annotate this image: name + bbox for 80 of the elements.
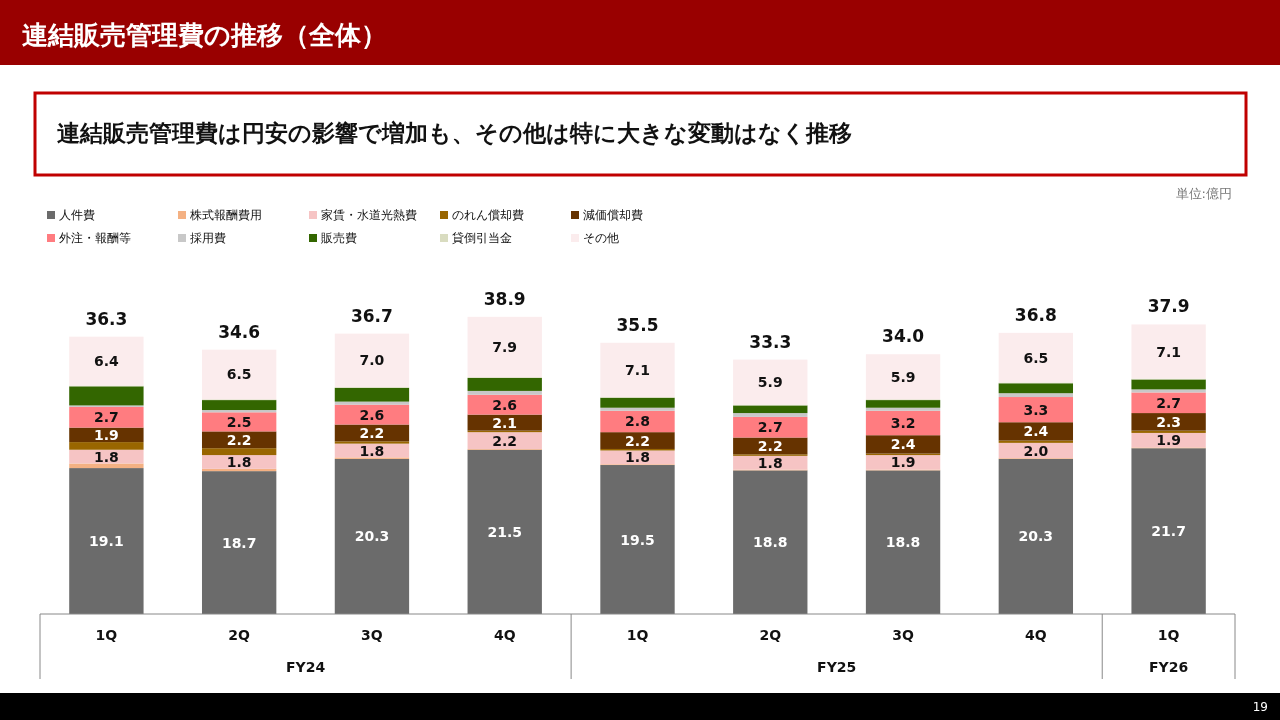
data-label: 6.5 — [226, 366, 252, 383]
x-tick-label: 1Q — [626, 627, 649, 643]
text: 単位:億円 — [1175, 186, 1232, 201]
data-label: 1.8 — [226, 453, 252, 470]
data-label: 7.1 — [1156, 343, 1182, 360]
data-label: 2.1 — [492, 414, 518, 431]
legend-label: 減価償却費 — [583, 208, 643, 222]
total-label: 33.3 — [749, 331, 792, 352]
data-label: 2.2 — [226, 431, 252, 448]
data-label: 3.2 — [890, 415, 916, 431]
x-tick-label: 4Q — [493, 627, 516, 643]
chart-subtitle: 連結販売管理費は円安の影響で増加も、その他は特に大きな変動はなく推移 — [57, 120, 852, 146]
data-label: 2.8 — [625, 413, 650, 430]
x-tick-label: 2Q — [759, 627, 782, 643]
data-label: 18.8 — [885, 534, 921, 551]
text: FY25 — [817, 659, 857, 675]
data-label: 2.7 — [1156, 394, 1182, 411]
legend-label: 販売費 — [321, 231, 357, 245]
x-tick-label: 2Q — [228, 627, 251, 643]
data-label: 19.5 — [620, 531, 655, 548]
data-label: 21.7 — [1151, 523, 1186, 540]
data-label: 19.1 — [89, 533, 124, 550]
x-tick-label: 3Q — [892, 627, 914, 643]
data-label: 2.4 — [1023, 423, 1049, 440]
legend-label: その他 — [583, 231, 619, 245]
data-label: 7.0 — [359, 352, 385, 369]
data-label: 6.5 — [1023, 349, 1049, 366]
data-label: 2.4 — [890, 436, 916, 453]
legend-label: のれん償却費 — [452, 208, 524, 222]
legend-label: 株式報酬費用 — [189, 208, 262, 222]
total-label: 36.7 — [350, 305, 393, 326]
legend-label: 外注・報酬等 — [59, 231, 131, 245]
x-tick-label: 1Q — [1157, 627, 1180, 643]
legend-label: 家賃・水道光熱費 — [321, 208, 417, 222]
data-label: 1.8 — [93, 448, 119, 465]
x-tick-label: 3Q — [361, 627, 383, 643]
data-label: 2.0 — [1023, 442, 1049, 459]
data-label: 2.7 — [93, 409, 119, 426]
data-label: 5.9 — [890, 368, 916, 385]
data-label: 1.8 — [359, 442, 385, 459]
data-label: 1.9 — [1156, 432, 1182, 449]
data-label: 20.3 — [1018, 528, 1054, 545]
total-label: 35.5 — [616, 314, 659, 335]
total-label: 38.9 — [483, 288, 526, 309]
data-label: 20.3 — [354, 528, 390, 545]
total-label: 36.3 — [85, 308, 128, 329]
data-label: 2.5 — [226, 413, 252, 430]
x-tick-label: 4Q — [1025, 627, 1047, 643]
legend-label: 採用費 — [190, 231, 226, 245]
text: FY26 — [1149, 659, 1189, 675]
chart-title: 連結販売管理費の推移（全体） — [22, 20, 387, 50]
data-label: 18.8 — [753, 534, 788, 551]
data-label: 7.1 — [625, 361, 650, 378]
data-label: 18.7 — [221, 534, 257, 551]
x-tick-label: 1Q — [95, 627, 118, 643]
total-label: 37.9 — [1147, 296, 1190, 317]
total-label: 34.6 — [218, 321, 261, 342]
legend-label: 人件費 — [59, 208, 95, 222]
data-label: 5.9 — [757, 374, 783, 391]
data-label: 6.4 — [93, 353, 120, 370]
data-label: 2.2 — [757, 437, 783, 454]
data-label: 7.9 — [492, 338, 518, 355]
legend-label: 貸倒引当金 — [452, 231, 512, 245]
data-label: 1.9 — [890, 454, 916, 471]
data-label: 2.2 — [625, 432, 650, 449]
text: FY24 — [285, 659, 326, 675]
total-label: 36.8 — [1014, 304, 1057, 325]
data-label: 2.7 — [757, 419, 783, 436]
data-label: 3.3 — [1023, 401, 1049, 418]
data-label: 1.8 — [757, 454, 783, 471]
data-label: 2.6 — [492, 396, 518, 413]
data-label: 1.8 — [625, 449, 650, 466]
data-label: 21.5 — [487, 523, 522, 540]
data-label: 2.3 — [1156, 413, 1182, 430]
data-label: 2.2 — [492, 432, 518, 449]
data-label: 2.2 — [359, 424, 385, 441]
data-label: 2.6 — [359, 406, 385, 423]
data-label: 1.9 — [93, 426, 119, 443]
total-label: 34.0 — [882, 326, 925, 347]
text: 19 — [1252, 700, 1268, 714]
